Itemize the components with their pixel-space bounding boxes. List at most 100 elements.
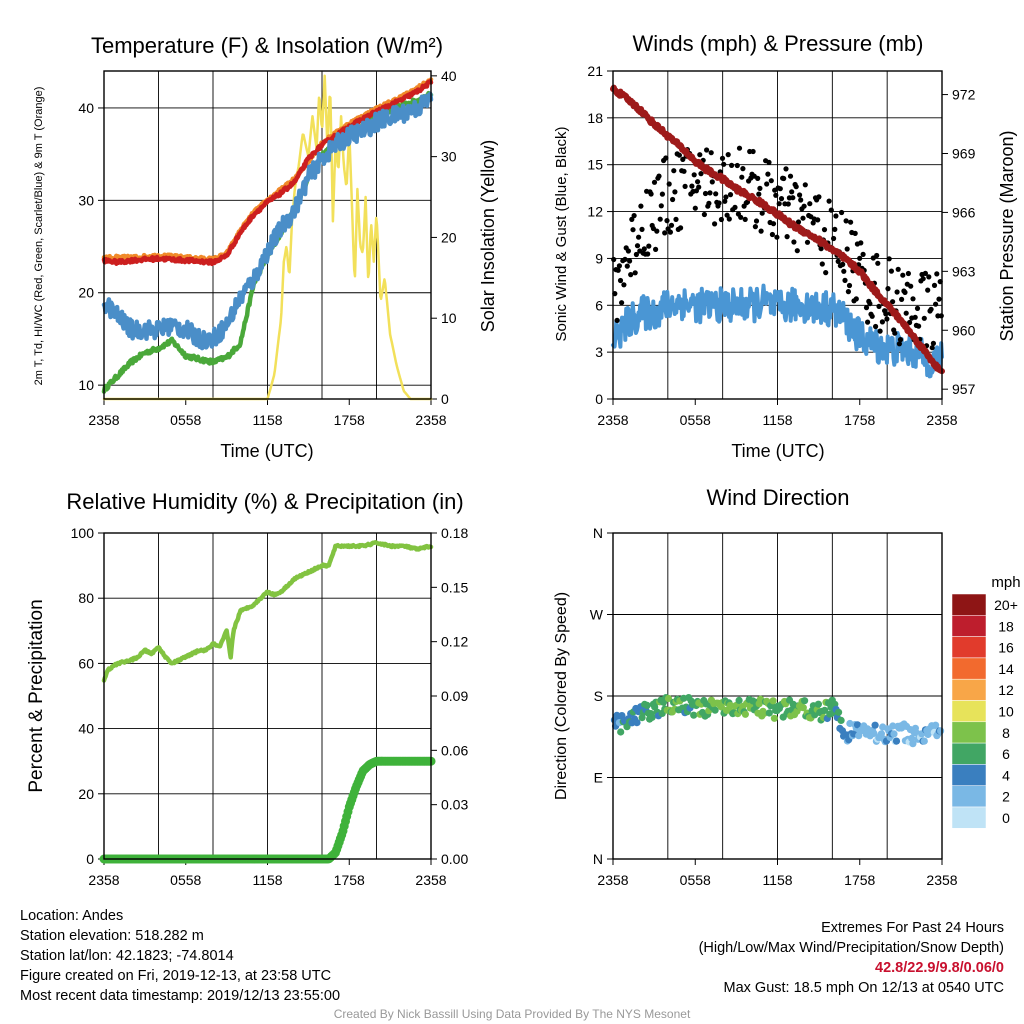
gust-point bbox=[773, 192, 779, 198]
gust-point bbox=[902, 289, 908, 295]
y2-tick-label: 20 bbox=[441, 229, 457, 245]
gust-point bbox=[729, 162, 735, 168]
gust-point bbox=[840, 261, 846, 267]
y2-tick-label: 0.15 bbox=[441, 579, 468, 595]
speed-legend: mph 20+ 18 16 14 12 10 8 6 4 2 0 bbox=[951, 574, 1021, 829]
direction-point bbox=[801, 697, 809, 705]
gust-point bbox=[815, 217, 821, 223]
gust-point bbox=[801, 203, 807, 209]
y-tick-label: 20 bbox=[78, 285, 94, 301]
gust-point bbox=[622, 256, 628, 262]
gust-point bbox=[742, 216, 748, 222]
gust-point bbox=[818, 246, 824, 252]
gust-point bbox=[734, 162, 740, 169]
gust-point bbox=[722, 198, 728, 204]
gust-point bbox=[823, 270, 829, 276]
direction-point bbox=[648, 713, 656, 721]
gust-point bbox=[783, 166, 789, 172]
gust-point bbox=[666, 181, 672, 187]
gust-point bbox=[636, 234, 642, 240]
y2-tick-label: 972 bbox=[952, 87, 976, 103]
humidity-panel: Relative Humidity (%) & Precipitation (i… bbox=[26, 489, 468, 888]
temperature-title: Temperature (F) & Insolation (W/m²) bbox=[91, 33, 443, 58]
series-line-temperature bbox=[101, 79, 434, 267]
gust-point bbox=[658, 203, 664, 209]
direction-point bbox=[932, 721, 940, 729]
gust-point bbox=[614, 317, 620, 323]
y2-tick-label: 0.00 bbox=[441, 851, 468, 867]
gust-point bbox=[800, 215, 806, 221]
y-tick-label: 30 bbox=[78, 192, 94, 208]
gust-point bbox=[671, 168, 677, 174]
winds-ylabel: Sonic Wind & Gust (Blue, Black) bbox=[553, 126, 570, 341]
gust-point bbox=[877, 328, 883, 334]
gust-point bbox=[724, 212, 730, 218]
x-tick-label: 1158 bbox=[762, 412, 792, 428]
gust-point bbox=[928, 306, 934, 312]
y-tick-label: 15 bbox=[587, 157, 603, 173]
latlon-text: Station lat/lon: 42.1823; -74.8014 bbox=[20, 948, 234, 964]
gust-point bbox=[617, 277, 624, 284]
winds-title: Winds (mph) & Pressure (mb) bbox=[633, 31, 924, 56]
series-line-sonic-wind bbox=[611, 283, 944, 379]
plot-border bbox=[612, 532, 943, 860]
gust-point bbox=[659, 191, 666, 197]
gust-point bbox=[692, 205, 698, 211]
legend-title: mph bbox=[991, 574, 1020, 591]
gust-point bbox=[777, 186, 783, 192]
y2-tick-label: 0 bbox=[441, 391, 449, 407]
gust-point bbox=[839, 209, 845, 216]
gust-point bbox=[725, 152, 731, 158]
gust-point bbox=[752, 224, 759, 230]
extremes-title: Extremes For Past 24 Hours bbox=[821, 920, 1004, 936]
gust-point bbox=[790, 195, 796, 201]
direction-point bbox=[633, 719, 641, 727]
gust-point bbox=[897, 337, 904, 343]
x-tick-label: 2358 bbox=[597, 412, 628, 428]
gust-point bbox=[630, 227, 636, 233]
gust-point bbox=[900, 272, 906, 278]
y-tick-label: 21 bbox=[587, 63, 603, 79]
y2-tick-label: 0.03 bbox=[441, 797, 468, 813]
x-tick-label: 2358 bbox=[926, 872, 957, 888]
direction-point bbox=[741, 710, 750, 718]
gust-point bbox=[619, 300, 625, 306]
gust-point bbox=[798, 197, 804, 203]
gust-point bbox=[873, 323, 879, 330]
direction-point bbox=[837, 716, 845, 725]
x-tick-label: 1758 bbox=[334, 872, 365, 888]
x-tick-label: 2358 bbox=[415, 412, 446, 428]
legend-swatch bbox=[951, 657, 987, 680]
legend-label: 18 bbox=[998, 618, 1014, 634]
y2-tick-label: 30 bbox=[441, 149, 457, 165]
gust-point bbox=[667, 229, 674, 235]
legend-label: 12 bbox=[998, 682, 1014, 698]
gust-point bbox=[632, 270, 638, 276]
direction-point bbox=[937, 727, 945, 735]
gust-point bbox=[892, 330, 898, 336]
direction-title: Wind Direction bbox=[706, 485, 849, 510]
direction-point bbox=[821, 706, 829, 715]
gust-point bbox=[835, 258, 841, 264]
y-tick-label: 80 bbox=[78, 590, 94, 606]
gust-point bbox=[845, 289, 852, 295]
gust-point bbox=[785, 201, 791, 207]
gust-point bbox=[764, 181, 770, 187]
y-tick-label: N bbox=[593, 525, 603, 541]
insolation-ylabel: Solar Insolation (Yellow) bbox=[478, 140, 498, 332]
x-tick-label: 0558 bbox=[170, 872, 201, 888]
legend-label: 2 bbox=[1002, 789, 1010, 805]
gust-point bbox=[821, 227, 828, 233]
y-tick-label: 20 bbox=[78, 786, 94, 802]
gust-point bbox=[689, 183, 695, 189]
winds-xlabel: Time (UTC) bbox=[731, 441, 824, 461]
gust-point bbox=[662, 230, 668, 236]
gust-point bbox=[857, 255, 863, 261]
y2-tick-label: 963 bbox=[952, 263, 976, 279]
humidity-title: Relative Humidity (%) & Precipitation (i… bbox=[66, 489, 463, 514]
gust-point bbox=[908, 283, 914, 289]
legend-label: 6 bbox=[1002, 746, 1010, 762]
gust-point bbox=[804, 239, 811, 245]
gust-point bbox=[933, 301, 939, 307]
gust-point bbox=[789, 189, 795, 195]
